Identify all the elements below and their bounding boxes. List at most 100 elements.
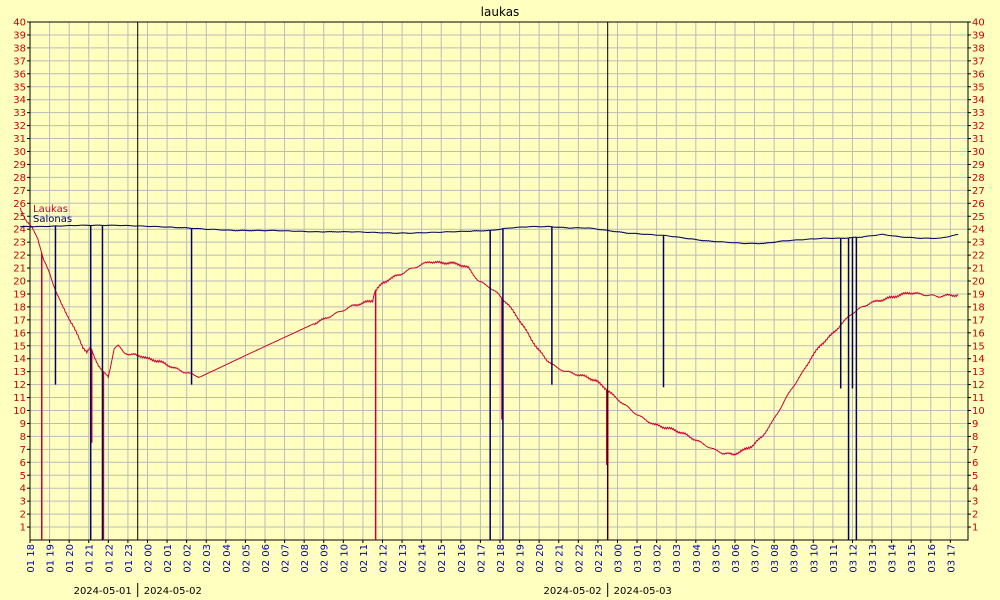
- x-tick-label: 02 05: [241, 544, 252, 573]
- x-tick-label: 03 01: [633, 544, 644, 573]
- y-tick-label-left: 7: [20, 445, 26, 456]
- y-tick-label-right: 1: [972, 523, 978, 534]
- y-tick-label-right: 22: [972, 251, 985, 262]
- x-tick-label: 03 05: [711, 544, 722, 573]
- x-tick-label: 03 07: [751, 544, 762, 573]
- x-tick-label: 02 19: [516, 544, 527, 573]
- x-tick-label: 02 02: [183, 544, 194, 573]
- y-tick-label-left: 22: [13, 251, 26, 262]
- x-tick-label: 03 03: [672, 544, 683, 573]
- y-tick-label-right: 18: [972, 302, 985, 313]
- x-tick-label: 03 16: [927, 544, 938, 573]
- x-tick-label: 02 18: [496, 544, 507, 573]
- x-tick-label: 03 09: [790, 544, 801, 573]
- y-tick-label-left: 24: [13, 225, 26, 236]
- x-tick-label: 02 17: [476, 544, 487, 573]
- y-tick-label-left: 19: [13, 289, 26, 300]
- y-tick-label-right: 8: [972, 432, 978, 443]
- y-tick-label-right: 20: [972, 277, 985, 288]
- y-tick-label-right: 21: [972, 264, 985, 275]
- y-tick-label-right: 37: [972, 56, 985, 67]
- y-tick-label-left: 17: [13, 315, 26, 326]
- x-tick-label: 02 16: [457, 544, 468, 573]
- y-tick-label-left: 38: [13, 43, 26, 54]
- y-tick-label-left: 2: [20, 510, 26, 521]
- y-tick-label-left: 16: [13, 328, 26, 339]
- y-tick-label-left: 11: [13, 393, 26, 404]
- y-tick-label-left: 23: [13, 238, 26, 249]
- x-tick-label: 02 12: [378, 544, 389, 573]
- y-tick-label-right: 24: [972, 225, 985, 236]
- y-tick-label-right: 9: [972, 419, 978, 430]
- y-tick-label-right: 36: [972, 69, 985, 80]
- y-tick-label-left: 28: [13, 173, 26, 184]
- y-tick-label-left: 9: [20, 419, 26, 430]
- y-tick-label-right: 10: [972, 406, 985, 417]
- y-tick-label-right: 6: [972, 458, 978, 469]
- y-tick-label-right: 7: [972, 445, 978, 456]
- y-tick-label-left: 40: [13, 18, 26, 29]
- x-tick-label: 01 19: [46, 544, 57, 573]
- y-tick-label-left: 30: [13, 147, 26, 158]
- y-tick-label-right: 3: [972, 497, 978, 508]
- x-tick-label: 03 13: [868, 544, 879, 573]
- x-tick-label: 01 21: [85, 544, 96, 573]
- y-tick-label-left: 6: [20, 458, 26, 469]
- series-line-laukas: [19, 207, 959, 457]
- x-tick-label: 02 01: [163, 544, 174, 573]
- y-tick-label-left: 25: [13, 212, 26, 223]
- y-tick-label-right: 12: [972, 380, 985, 391]
- y-tick-label-left: 31: [13, 134, 26, 145]
- x-tick-label: 02 14: [418, 544, 429, 573]
- x-tick-label: 03 17: [946, 544, 957, 573]
- x-tick-label: 02 03: [202, 544, 213, 573]
- y-tick-label-left: 10: [13, 406, 26, 417]
- legend-entry: Laukas: [33, 204, 68, 215]
- x-tick-label: 03 06: [731, 544, 742, 573]
- y-tick-label-right: 2: [972, 510, 978, 521]
- x-tick-label: 02 20: [535, 544, 546, 573]
- y-tick-label-left: 13: [13, 367, 26, 378]
- x-tick-label: 02 11: [359, 544, 370, 573]
- x-tick-label: 03 02: [653, 544, 664, 573]
- x-tick-label: 02 06: [261, 544, 272, 573]
- grid: [29, 21, 968, 540]
- x-tick-label: 02 23: [594, 544, 605, 573]
- x-tick-label: 02 15: [437, 544, 448, 573]
- x-tick-label: 01 22: [104, 544, 115, 573]
- day-label-left: 2024-05-02: [544, 586, 602, 597]
- y-tick-label-right: 28: [972, 173, 985, 184]
- y-tick-label-right: 38: [972, 43, 985, 54]
- x-tick-label: 01 23: [124, 544, 135, 573]
- y-tick-label-left: 4: [20, 484, 26, 495]
- y-tick-label-right: 5: [972, 471, 978, 482]
- x-tick-label: 02 09: [320, 544, 331, 573]
- x-tick-label: 01 20: [65, 544, 76, 573]
- day-markers: 2024-05-01 2024-05-02 2024-05-02 2024-05-03: [74, 22, 672, 597]
- x-tick-label: 03 15: [907, 544, 918, 573]
- y-tick-label-left: 20: [13, 277, 26, 288]
- day-label-left: 2024-05-01: [74, 586, 132, 597]
- x-tick-label: 02 00: [143, 544, 154, 573]
- y-tick-label-left: 37: [13, 56, 26, 67]
- y-tick-label-right: 13: [972, 367, 985, 378]
- chart-title: laukas: [481, 5, 520, 19]
- y-tick-label-left: 12: [13, 380, 26, 391]
- y-tick-label-right: 29: [972, 160, 985, 171]
- x-tick-label: 02 21: [555, 544, 566, 573]
- x-tick-label: 03 10: [809, 544, 820, 573]
- day-label-right: 2024-05-03: [614, 586, 672, 597]
- y-tick-label-left: 3: [20, 497, 26, 508]
- y-tick-label-right: 40: [972, 18, 985, 29]
- y-tick-label-right: 31: [972, 134, 985, 145]
- y-tick-label-left: 14: [13, 354, 26, 365]
- y-tick-label-left: 5: [20, 471, 26, 482]
- y-tick-label-right: 14: [972, 354, 985, 365]
- y-tick-label-right: 33: [972, 108, 985, 119]
- y-tick-label-right: 34: [972, 95, 985, 106]
- x-tick-label: 03 04: [692, 544, 703, 573]
- x-tick-label: 02 13: [398, 544, 409, 573]
- y-tick-label-right: 30: [972, 147, 985, 158]
